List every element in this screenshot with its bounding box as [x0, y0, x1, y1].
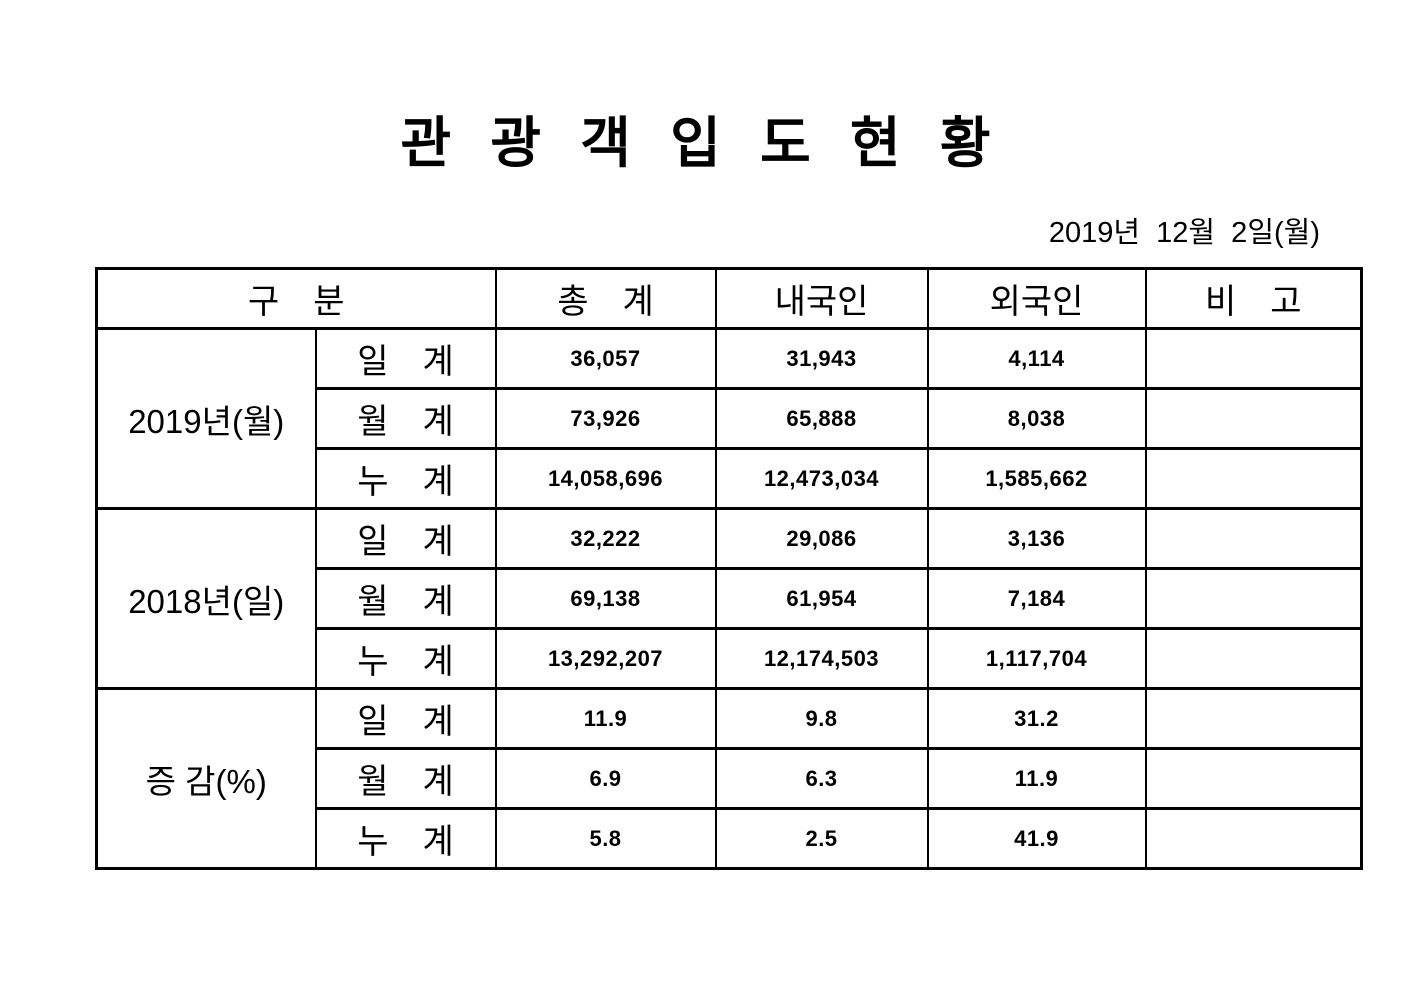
header-category: 구 분 — [95, 267, 497, 330]
value-cell-domestic: 12,473,034 — [714, 447, 929, 510]
remark-cell — [1144, 807, 1363, 870]
table-row-2019-monthly: 월 계 73,926 65,888 8,038 — [97, 387, 1363, 450]
table-row-change-cumulative: 누 계 5.8 2.5 41.9 — [97, 807, 1363, 870]
value-cell-domestic: 6.3 — [714, 747, 929, 810]
value-cell-total: 14,058,696 — [494, 447, 717, 510]
table-row-2018-cumulative: 누 계 13,292,207 12,174,503 1,117,704 — [97, 627, 1363, 690]
value-cell-foreign: 8,038 — [926, 387, 1147, 450]
group-cell-2019: 2019년(월) — [95, 327, 317, 510]
row-label-cell: 일 계 — [314, 687, 497, 750]
value-cell-total: 32,222 — [494, 507, 717, 570]
row-label-cell: 일 계 — [314, 327, 497, 390]
remark-cell — [1144, 447, 1363, 510]
tourist-arrival-table: 구 분 총 계 내국인 외국인 비 고 2019년(월) 일 계 36,057 … — [95, 267, 1363, 870]
header-foreign: 외국인 — [926, 267, 1147, 330]
value-cell-domestic: 9.8 — [714, 687, 929, 750]
value-cell-domestic: 61,954 — [714, 567, 929, 630]
header-remarks: 비 고 — [1144, 267, 1363, 330]
remark-cell — [1144, 567, 1363, 630]
table-header-row: 구 분 총 계 내국인 외국인 비 고 — [95, 267, 1363, 330]
row-label-cell: 누 계 — [314, 807, 497, 870]
value-cell-foreign: 1,585,662 — [926, 447, 1147, 510]
value-cell-foreign: 7,184 — [926, 567, 1147, 630]
table-row-2019-daily: 2019년(월) 일 계 36,057 31,943 4,114 — [95, 327, 1363, 510]
value-cell-total: 6.9 — [494, 747, 717, 810]
value-cell-total: 11.9 — [494, 687, 717, 750]
value-cell-foreign: 3,136 — [926, 507, 1147, 570]
value-cell-domestic: 65,888 — [714, 387, 929, 450]
group-cell-2018: 2018년(일) — [95, 507, 317, 690]
group-cell-change-pct: 증 감(%) — [95, 687, 317, 870]
header-domestic: 내국인 — [714, 267, 929, 330]
header-total: 총 계 — [494, 267, 717, 330]
value-cell-total: 5.8 — [494, 807, 717, 870]
row-label-cell: 월 계 — [314, 747, 497, 810]
row-label-cell: 누 계 — [314, 627, 497, 690]
value-cell-foreign: 4,114 — [926, 327, 1147, 390]
report-date: 2019년 12월 2일(월) — [1048, 217, 1320, 249]
remark-cell — [1144, 507, 1363, 570]
value-cell-total: 73,926 — [494, 387, 717, 450]
table-row-2018-monthly: 월 계 69,138 61,954 7,184 — [97, 567, 1363, 630]
row-label-cell: 일 계 — [314, 507, 497, 570]
value-cell-total: 69,138 — [494, 567, 717, 630]
value-cell-domestic: 29,086 — [714, 507, 929, 570]
value-cell-foreign: 31.2 — [926, 687, 1147, 750]
remark-cell — [1144, 627, 1363, 690]
table-row-2019-cumulative: 누 계 14,058,696 12,473,034 1,585,662 — [97, 447, 1363, 510]
remark-cell — [1144, 747, 1363, 810]
value-cell-total: 13,292,207 — [494, 627, 717, 690]
value-cell-foreign: 11.9 — [926, 747, 1147, 810]
table-row-2018-daily: 2018년(일) 일 계 32,222 29,086 3,136 — [95, 507, 1363, 690]
table-row-change-daily: 증 감(%) 일 계 11.9 9.8 31.2 — [95, 687, 1363, 870]
value-cell-domestic: 2.5 — [714, 807, 929, 870]
row-label-cell: 월 계 — [314, 567, 497, 630]
value-cell-domestic: 31,943 — [714, 327, 929, 390]
value-cell-foreign: 41.9 — [926, 807, 1147, 870]
table-row-change-monthly: 월 계 6.9 6.3 11.9 — [97, 747, 1363, 810]
remark-cell — [1144, 327, 1363, 390]
value-cell-foreign: 1,117,704 — [926, 627, 1147, 690]
page-title: 관 광 객 입 도 현 황 — [400, 112, 1003, 174]
value-cell-domestic: 12,174,503 — [714, 627, 929, 690]
row-label-cell: 월 계 — [314, 387, 497, 450]
row-label-cell: 누 계 — [314, 447, 497, 510]
value-cell-total: 36,057 — [494, 327, 717, 390]
remark-cell — [1144, 387, 1363, 450]
remark-cell — [1144, 687, 1363, 750]
